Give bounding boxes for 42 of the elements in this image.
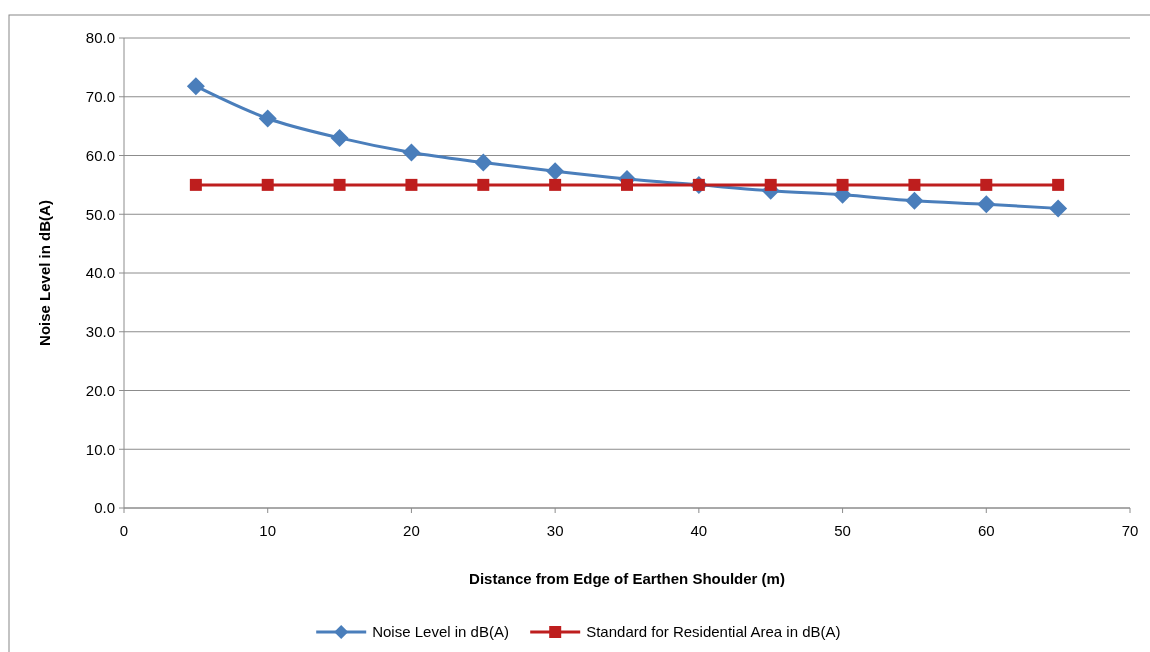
x-tick-label: 10 [259, 522, 277, 539]
x-axis-title: Distance from Edge of Earthen Shoulder (m) [469, 570, 785, 587]
point [977, 195, 996, 214]
y-tick-label: 40.0 [85, 264, 115, 282]
point [905, 191, 924, 210]
y-tick-label: 10.0 [85, 440, 115, 458]
y-tick-label: 70.0 [85, 88, 115, 105]
point [261, 178, 274, 191]
point [402, 143, 421, 162]
point [1049, 199, 1068, 218]
x-tick-label: 20 [403, 522, 420, 539]
point [546, 162, 565, 181]
x-tick-label: 50 [834, 522, 851, 539]
point [189, 178, 202, 191]
y-tick-label: 20.0 [85, 381, 115, 399]
point [258, 109, 277, 128]
point [980, 178, 993, 191]
point [621, 178, 633, 191]
legend-label: Standard for Residential Area in dB(A) [586, 623, 841, 641]
point [474, 153, 493, 172]
point [333, 178, 346, 191]
y-tick-label: 0.0 [94, 499, 115, 517]
x-tick-label: 30 [546, 522, 564, 539]
y-tick-label: 80.0 [85, 29, 115, 47]
y-tick-label: 60.0 [85, 146, 115, 164]
point [405, 178, 418, 191]
x-tick-label: 40 [690, 522, 708, 539]
point [908, 178, 921, 191]
point [477, 178, 490, 191]
point [836, 178, 849, 191]
y-tick-label: 50.0 [85, 205, 115, 223]
x-tick-label: 0 [119, 522, 129, 539]
point [549, 178, 562, 191]
y-axis-title: Noise Level in dB(A) [36, 200, 53, 346]
legend-label: Noise Level in dB(A) [372, 623, 509, 641]
y-tick-label: 30.0 [85, 323, 115, 340]
point [330, 128, 349, 147]
point [764, 178, 777, 191]
point [1052, 178, 1065, 191]
x-tick-label: 60 [977, 522, 995, 539]
x-tick-label: 70 [1121, 522, 1139, 539]
point [186, 77, 205, 96]
